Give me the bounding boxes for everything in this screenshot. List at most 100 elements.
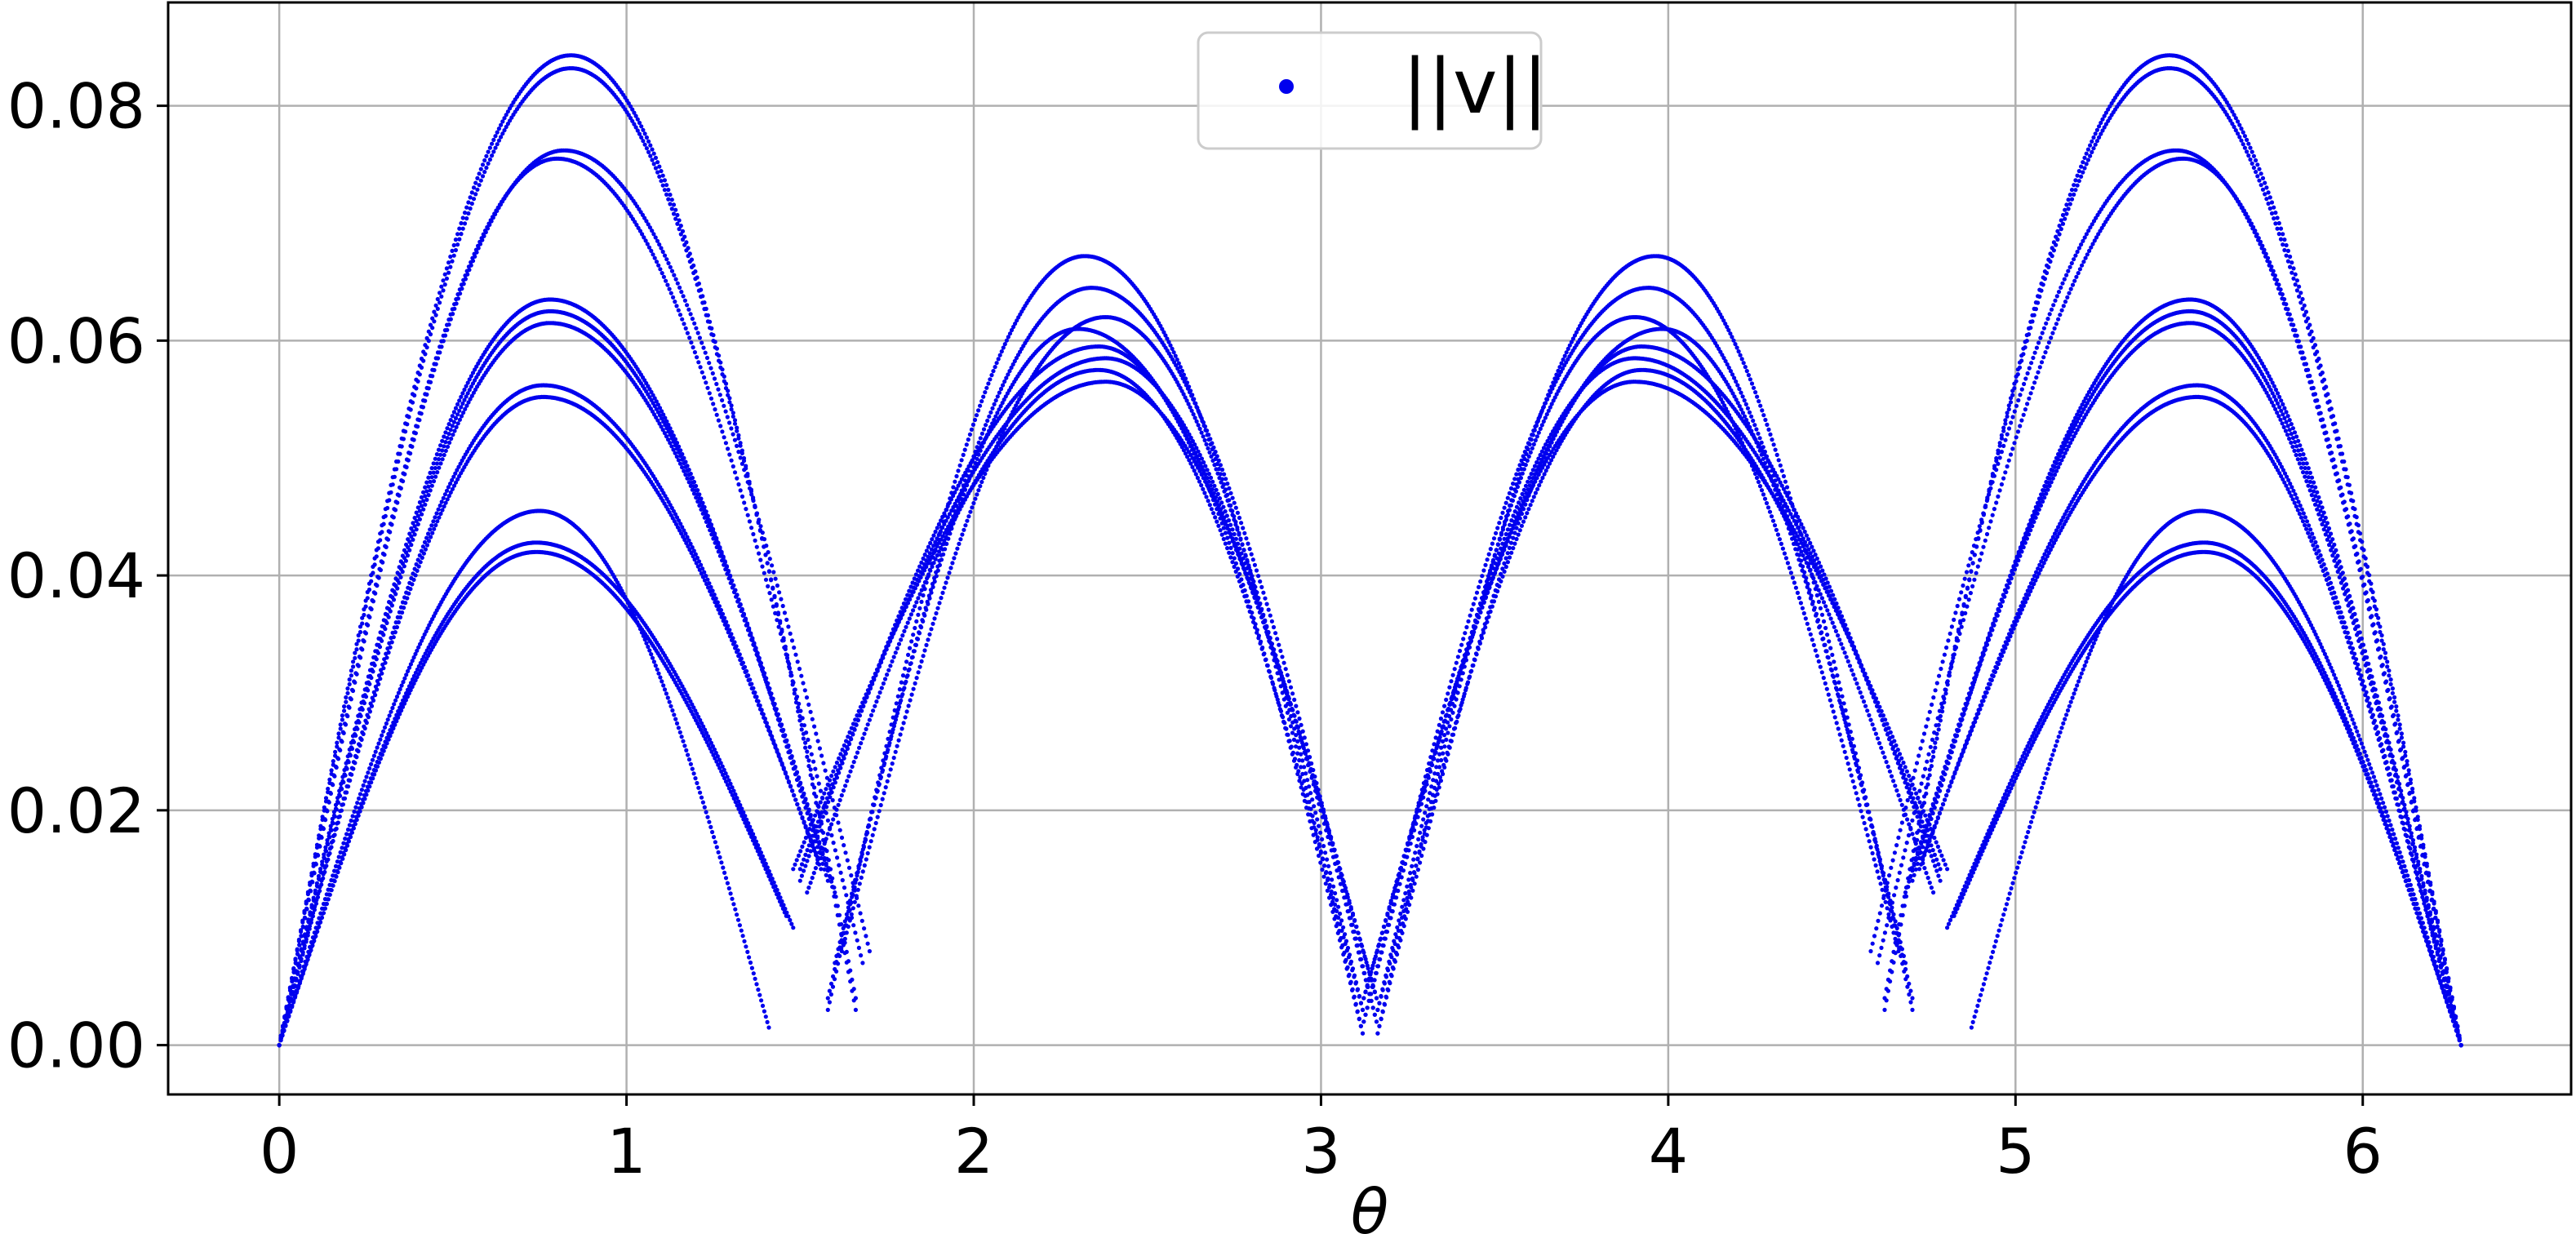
data-point	[833, 961, 837, 965]
data-point	[339, 739, 344, 744]
data-point	[485, 224, 490, 229]
data-point	[405, 596, 410, 601]
data-point	[916, 612, 921, 617]
data-point	[414, 424, 419, 428]
data-point	[688, 312, 693, 317]
data-point	[324, 863, 329, 868]
data-point	[868, 816, 873, 821]
data-point	[735, 428, 739, 433]
data-point	[1208, 437, 1213, 442]
data-point	[1247, 547, 1252, 552]
data-point	[493, 134, 498, 139]
data-point	[454, 424, 459, 430]
data-point	[669, 206, 674, 211]
data-point	[359, 805, 364, 810]
data-point	[797, 782, 802, 787]
data-point	[979, 479, 984, 485]
data-point	[299, 929, 304, 934]
data-point	[716, 549, 721, 554]
data-point	[402, 564, 406, 569]
data-point	[317, 843, 322, 848]
data-point	[408, 587, 413, 592]
data-point	[819, 753, 824, 758]
data-point	[410, 582, 415, 587]
data-point	[1191, 397, 1196, 402]
data-point	[646, 222, 651, 227]
data-point	[381, 633, 386, 637]
data-point	[335, 820, 340, 825]
data-point	[333, 764, 338, 769]
data-point	[383, 513, 388, 518]
data-point	[299, 958, 304, 964]
data-point	[856, 945, 861, 950]
data-point	[924, 607, 929, 612]
data-point	[719, 615, 724, 619]
data-point	[731, 641, 736, 646]
data-point	[662, 687, 668, 692]
data-point	[397, 580, 402, 585]
data-point	[836, 820, 841, 825]
data-point	[658, 675, 663, 680]
data-point	[671, 295, 676, 300]
data-point	[364, 792, 369, 797]
data-point	[440, 457, 445, 462]
data-point	[714, 845, 719, 850]
data-point	[661, 274, 667, 279]
data-point	[700, 340, 704, 345]
data-point	[310, 914, 315, 919]
data-point	[1196, 423, 1201, 428]
data-point	[732, 421, 738, 426]
data-point	[1258, 579, 1263, 584]
data-point	[1197, 426, 1202, 432]
data-point	[309, 948, 313, 952]
data-point	[394, 467, 399, 472]
data-point	[795, 801, 800, 806]
data-point	[500, 131, 505, 136]
data-point	[285, 1019, 290, 1023]
data-point	[305, 933, 310, 938]
data-point	[396, 619, 401, 625]
data-point	[867, 845, 872, 850]
data-point	[829, 879, 834, 884]
data-point	[370, 597, 375, 603]
data-point	[714, 381, 719, 387]
data-point	[696, 785, 701, 790]
data-point	[366, 688, 371, 693]
data-point	[776, 753, 781, 759]
data-point	[448, 254, 453, 260]
data-point	[659, 246, 664, 251]
data-point	[356, 633, 361, 638]
data-point	[833, 966, 837, 972]
data-point	[754, 652, 759, 657]
data-point	[334, 826, 339, 832]
data-point	[975, 492, 979, 497]
data-point	[658, 267, 663, 272]
data-point	[411, 430, 416, 435]
data-point	[950, 561, 955, 566]
data-point	[657, 242, 662, 247]
data-point	[355, 663, 360, 668]
data-point	[717, 358, 722, 363]
data-point	[880, 797, 885, 801]
data-point	[978, 436, 983, 441]
data-point	[883, 756, 888, 761]
data-point	[882, 791, 886, 796]
data-point	[1219, 467, 1225, 473]
data-point	[1285, 672, 1290, 677]
data-point	[660, 271, 664, 276]
data-point	[421, 358, 426, 363]
data-point	[644, 219, 649, 224]
data-point	[435, 296, 440, 302]
data-point	[784, 775, 790, 780]
data-point	[1233, 522, 1238, 527]
data-point	[714, 352, 720, 357]
data-point	[728, 891, 733, 896]
data-point	[711, 596, 716, 601]
data-point	[398, 451, 402, 456]
data-point	[1237, 515, 1242, 521]
data-point	[357, 796, 362, 801]
data-point	[502, 116, 507, 121]
data-point	[798, 810, 803, 815]
data-point	[1193, 401, 1197, 406]
data-point	[690, 317, 695, 322]
